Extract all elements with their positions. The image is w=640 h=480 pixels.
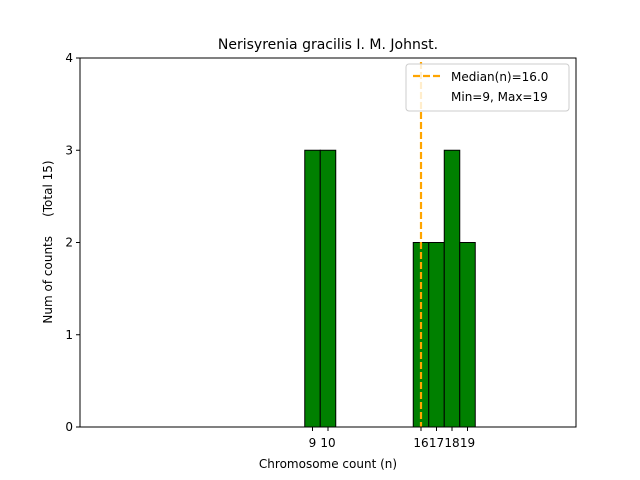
y-tick-label: 1 bbox=[65, 328, 73, 342]
bar-9 bbox=[304, 149, 321, 428]
bars-layer bbox=[304, 149, 476, 428]
x-axis-ticks: 9 10 16 17 18 19 bbox=[309, 427, 475, 450]
x-tick-label: 10 bbox=[320, 436, 335, 450]
y-tick-label: 0 bbox=[65, 420, 73, 434]
x-tick-label: 17 bbox=[429, 436, 444, 450]
bar-10 bbox=[319, 149, 337, 428]
legend-entry-median: Median(n)=16.0 bbox=[451, 70, 548, 84]
y-tick-label: 2 bbox=[65, 236, 73, 250]
x-axis-label: Chromosome count (n) bbox=[259, 457, 397, 471]
x-tick-label: 9 bbox=[309, 436, 317, 450]
x-tick-label: 16 bbox=[413, 436, 428, 450]
y-axis-label: Num of counts (Total 15) bbox=[41, 160, 55, 323]
y-tick-label: 3 bbox=[65, 143, 73, 157]
bar-18 bbox=[443, 149, 461, 428]
y-tick-label: 4 bbox=[65, 51, 73, 65]
legend-box bbox=[405, 63, 570, 112]
legend-entry-range: Min=9, Max=19 bbox=[451, 90, 548, 104]
x-tick-label: 19 bbox=[460, 436, 475, 450]
bar-19 bbox=[459, 242, 476, 428]
chart-title: Nerisyrenia gracilis I. M. Johnst. bbox=[218, 37, 438, 53]
x-tick-label: 18 bbox=[444, 436, 459, 450]
y-axis-ticks: 0 1 2 3 4 bbox=[65, 51, 80, 434]
legend: Median(n)=16.0 Min=9, Max=19 bbox=[405, 63, 570, 112]
bar-17 bbox=[428, 242, 445, 428]
